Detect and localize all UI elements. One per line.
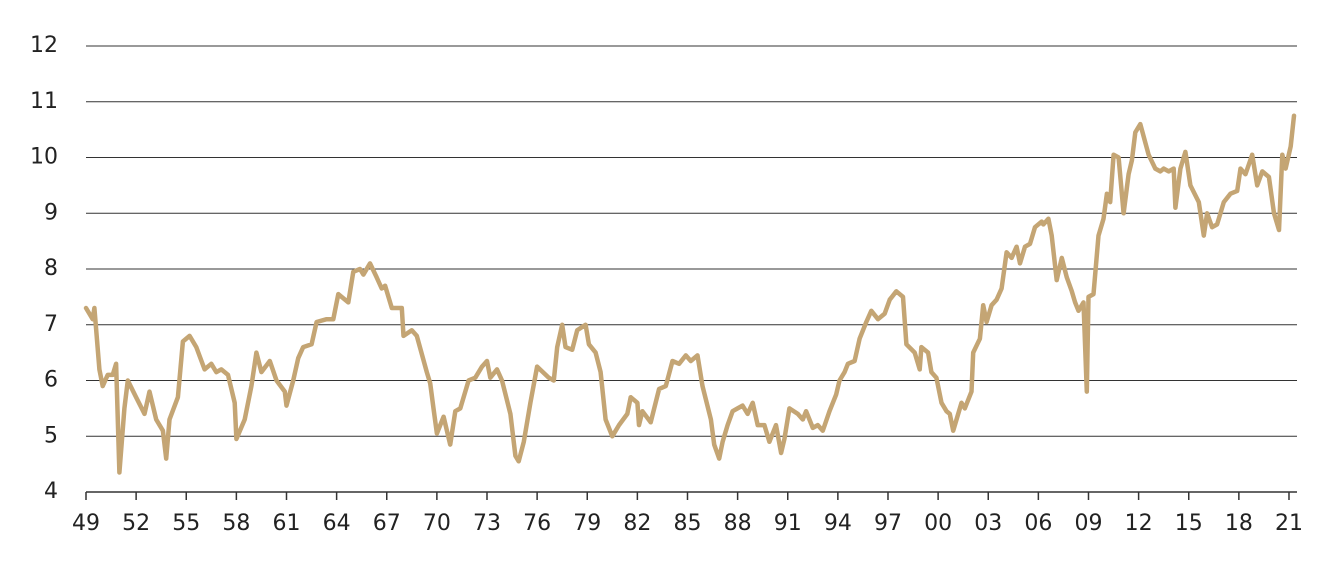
- x-tick-label: 76: [523, 511, 551, 536]
- y-tick-label: 12: [30, 33, 58, 58]
- y-tick-label: 9: [44, 200, 58, 225]
- x-tick-label: 00: [924, 511, 952, 536]
- x-tick-label: 12: [1125, 511, 1153, 536]
- y-tick-label: 7: [44, 312, 58, 337]
- x-tick-label: 88: [724, 511, 752, 536]
- y-tick-label: 6: [44, 368, 58, 393]
- y-tick-label: 5: [44, 423, 58, 448]
- x-tick-label: 55: [172, 511, 200, 536]
- x-tick-label: 94: [824, 511, 852, 536]
- y-tick-label: 4: [44, 479, 58, 504]
- x-tick-label: 58: [222, 511, 250, 536]
- x-tick-label: 09: [1074, 511, 1102, 536]
- y-tick-label: 8: [44, 256, 58, 281]
- x-tick-label: 49: [72, 511, 100, 536]
- x-tick-label: 79: [573, 511, 601, 536]
- x-tick-label: 21: [1275, 511, 1303, 536]
- x-tick-label: 85: [673, 511, 701, 536]
- x-tick-label: 52: [122, 511, 150, 536]
- data-line: [83, 113, 1297, 475]
- x-tick-label: 82: [623, 511, 651, 536]
- x-tick-label: 73: [473, 511, 501, 536]
- x-tick-label: 97: [874, 511, 902, 536]
- x-tick-label: 67: [373, 511, 401, 536]
- x-tick-label: 64: [323, 511, 351, 536]
- x-tick-label: 18: [1225, 511, 1253, 536]
- x-tick-label: 91: [774, 511, 802, 536]
- x-tick-label: 70: [423, 511, 451, 536]
- y-tick-label: 10: [30, 145, 58, 170]
- x-tick-label: 61: [272, 511, 300, 536]
- x-tick-label: 03: [974, 511, 1002, 536]
- y-tick-label: 11: [30, 89, 58, 114]
- x-tick-label: 15: [1175, 511, 1203, 536]
- x-tick-label: 06: [1024, 511, 1052, 536]
